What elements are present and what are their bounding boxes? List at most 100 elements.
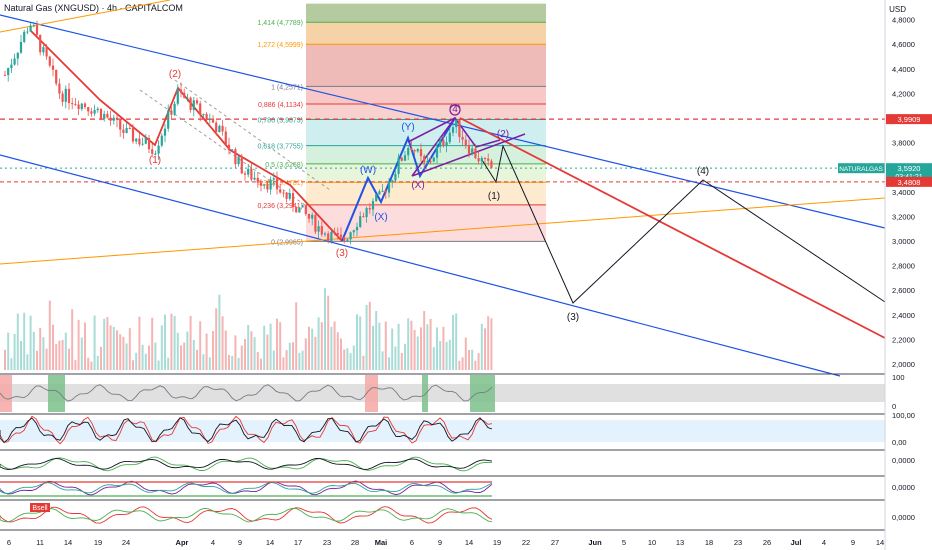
time-tick-23: 18 <box>705 538 713 547</box>
volume-bar-128 <box>413 329 416 370</box>
candle-body-150 <box>483 158 487 160</box>
elliott-wave-labels[interactable]: (1) (2) (3) (W) (X) (Y) (X) (4) (2) (1) (3) (4) <box>149 69 709 323</box>
volume-bar-78 <box>253 337 256 370</box>
time-tick-11: 28 <box>351 538 359 547</box>
volume-bar-101 <box>327 295 330 370</box>
volume-bar-73 <box>237 357 240 370</box>
pane4-line-a <box>0 480 493 496</box>
candle-body-115 <box>371 201 375 210</box>
candle-body-12 <box>42 47 45 53</box>
fibonacci-retracement[interactable]: 1,414 (4,7789) 1,272 (4,5999) 1 (4,2571) 0,… <box>257 3 546 247</box>
fib-label-4: 0,786 (3,9873) <box>257 118 303 125</box>
volume-bar-114 <box>368 301 371 370</box>
candle-body-6 <box>23 31 26 42</box>
wave-label-3: (W) <box>360 165 376 176</box>
volume-bar-127 <box>410 320 413 370</box>
candle-body-114 <box>368 208 371 210</box>
symbol-title[interactable]: Natural Gas (XNGUSD) · 4h · CAPITALCOM <box>4 3 183 13</box>
volume-bar-60 <box>196 349 198 370</box>
price-tick-1: 4,6000 <box>892 40 915 49</box>
volume-bar-105 <box>340 338 342 370</box>
volume-bar-53 <box>173 315 176 370</box>
volume-bar-102 <box>330 326 333 370</box>
volume-bar-56 <box>183 342 186 370</box>
candle-body-107 <box>346 239 349 241</box>
indicator-axis-label-1: 0 <box>892 402 896 411</box>
candle-body-21 <box>71 103 74 105</box>
volume-bar-38 <box>125 343 128 370</box>
candle-body-136 <box>439 140 442 147</box>
candle-body-44 <box>144 138 147 144</box>
candle-body-86 <box>279 189 282 193</box>
candle-body-8 <box>29 25 32 32</box>
candle-body-20 <box>67 88 71 104</box>
volume-bar-4 <box>16 313 19 370</box>
volume-bar-147 <box>474 360 477 370</box>
volume-bar-150 <box>484 328 486 370</box>
candle-body-145 <box>467 144 471 154</box>
volume-bar-69 <box>224 330 227 370</box>
candle-body-97 <box>314 214 317 232</box>
symbol-badge: NATURALGAS <box>839 166 883 173</box>
volume-bar-18 <box>61 339 64 370</box>
volume-bar-52 <box>170 313 173 370</box>
trendlines[interactable] <box>0 0 886 377</box>
candle-body-96 <box>311 214 314 219</box>
candle-body-70 <box>227 144 231 151</box>
candle-body-109 <box>352 230 355 233</box>
candle-body-123 <box>397 157 400 174</box>
volume-bar-67 <box>218 294 221 370</box>
volume-bar-9 <box>32 331 35 370</box>
volume-bar-42 <box>138 316 141 370</box>
channel-lower-line <box>0 154 841 377</box>
candle-body-45 <box>147 138 151 150</box>
volume-bar-137 <box>442 326 445 370</box>
price-tick-10: 2,8000 <box>892 262 915 271</box>
time-tick-21: 10 <box>648 538 656 547</box>
volume-bar-43 <box>141 344 144 370</box>
candle-body-29 <box>96 108 99 111</box>
volume-bar-64 <box>208 357 211 370</box>
candle-body-129 <box>416 149 419 152</box>
volume-bar-24 <box>80 337 83 370</box>
volume-bar-20 <box>68 348 70 370</box>
pane5-line-a <box>0 506 493 524</box>
pane3-line-a <box>0 456 493 472</box>
candle-body-108 <box>349 232 352 240</box>
candle-body-101 <box>327 233 330 242</box>
candle-body-112 <box>362 216 365 218</box>
fib-label-8: 0,236 (3,2941) <box>257 203 303 210</box>
volume-bar-10 <box>36 350 38 370</box>
volume-bar-66 <box>215 308 218 370</box>
volume-bar-0 <box>4 349 6 370</box>
candle-body-18 <box>61 93 64 102</box>
time-tick-13: 6 <box>410 538 414 547</box>
candle-body-152 <box>490 160 493 168</box>
candle-body-57 <box>186 97 189 99</box>
candle-body-151 <box>487 158 490 161</box>
candle-body-59 <box>192 100 195 110</box>
currency-label: USD <box>889 5 906 14</box>
volume-bar-112 <box>362 355 365 370</box>
volume-bar-2 <box>10 358 13 370</box>
pane5-line-b <box>0 507 493 523</box>
time-tick-5: Apr <box>176 538 189 547</box>
candle-body-94 <box>304 205 307 214</box>
candle-body-87 <box>282 192 285 194</box>
candle-body-36 <box>119 119 122 130</box>
volume-bar-57 <box>186 331 189 370</box>
volume-bar-3 <box>13 333 16 370</box>
pane1-line <box>0 384 493 402</box>
price-tick-13: 2,2000 <box>892 335 915 344</box>
fib-label-3: 0,886 (4,1134) <box>258 102 303 109</box>
volume-bar-84 <box>272 350 275 370</box>
volume-bar-63 <box>205 333 208 370</box>
candle-body-146 <box>471 148 474 154</box>
wave-label-7: (4) <box>449 104 461 115</box>
volume-bar-22 <box>74 360 77 370</box>
candle-body-111 <box>359 216 362 227</box>
time-tick-25: 26 <box>763 538 771 547</box>
time-tick-24: 23 <box>734 538 742 547</box>
volume-bar-113 <box>365 304 368 370</box>
